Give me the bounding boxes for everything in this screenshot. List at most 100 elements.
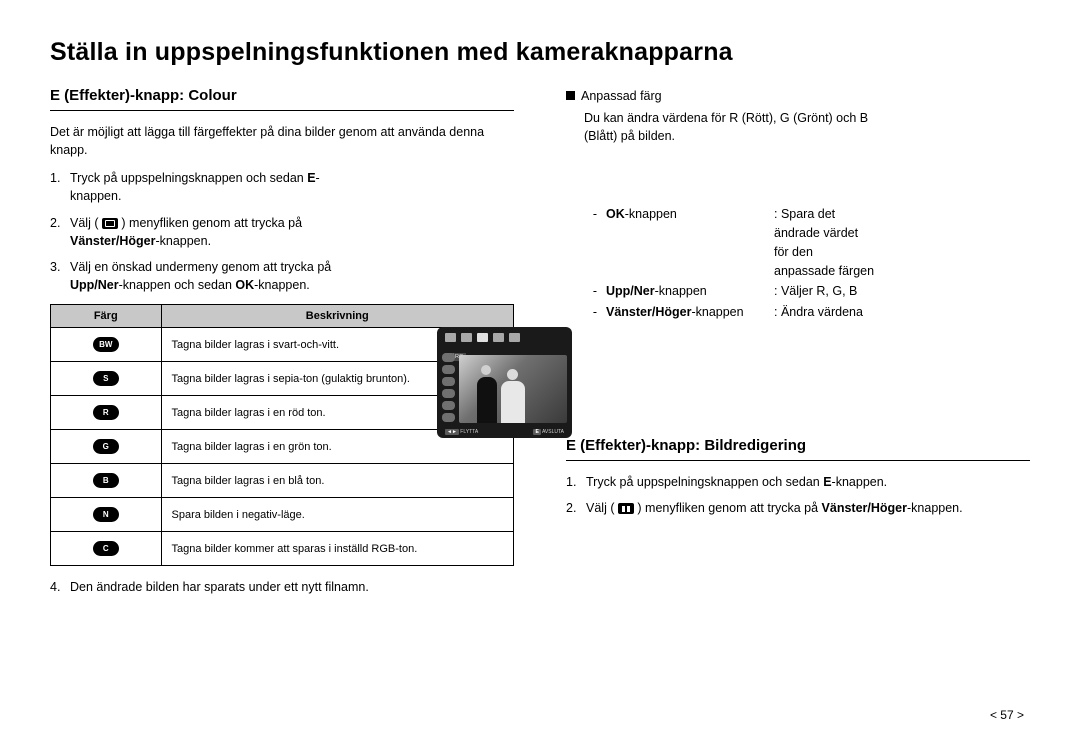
text-span: Tryck på uppspelningsknappen och sedan bbox=[586, 475, 823, 489]
content-columns: E (Effekter)-knapp: Colour Det är möjlig… bbox=[50, 87, 1030, 604]
desc: : Ändra värdena bbox=[774, 303, 876, 322]
text-span: -knappen och sedan bbox=[119, 278, 236, 292]
lcd-side-icon bbox=[442, 353, 455, 362]
bold-key: Vänster/Höger bbox=[70, 234, 155, 248]
text-span: -knappen. bbox=[254, 278, 310, 292]
edit-steps-list: 1. Tryck på uppspelningsknappen och seda… bbox=[566, 473, 1030, 517]
page-title: Ställa in uppspelningsfunktionen med kam… bbox=[50, 38, 1030, 67]
definition-row: - Vänster/Höger-knappen : Ändra värdena bbox=[584, 303, 876, 322]
table-row: N Spara bilden i negativ-läge. bbox=[51, 498, 513, 532]
section-heading-image-edit: E (Effekter)-knapp: Bildredigering bbox=[566, 437, 1030, 461]
lcd-key: ◄► bbox=[445, 429, 459, 435]
lcd-side-icon bbox=[442, 377, 455, 386]
step-text: Tryck på uppspelningsknappen och sedan E… bbox=[586, 473, 1030, 491]
lcd-tab-icon bbox=[509, 333, 520, 342]
dash: - bbox=[584, 205, 606, 280]
text-span: Tryck på uppspelningsknappen och sedan bbox=[70, 171, 307, 185]
lcd-header bbox=[441, 331, 568, 345]
colour-icon-red: R bbox=[93, 405, 119, 420]
step-4: 4. Den ändrade bilden har sparats under … bbox=[50, 578, 514, 596]
edit-tab-icon bbox=[618, 503, 634, 514]
text-span: Välj en önskad undermeny genom att tryck… bbox=[70, 260, 331, 274]
camera-lcd-colour: FÄRG ◄► FLYTTA E AVSLUTA bbox=[437, 327, 572, 438]
lcd-side-icon bbox=[442, 413, 455, 422]
table-header-description: Beskrivning bbox=[161, 305, 513, 328]
bold-key: E bbox=[307, 171, 315, 185]
lcd-preview-image bbox=[459, 355, 567, 423]
definition-row: - Upp/Ner-knappen : Väljer R, G, B bbox=[584, 282, 876, 301]
step-text: Välj ( ) menyfliken genom att trycka på … bbox=[70, 214, 370, 250]
lcd-side-icon bbox=[442, 365, 455, 374]
lcd-footer-text: AVSLUTA bbox=[542, 429, 564, 435]
step-number: 4. bbox=[50, 578, 70, 596]
lcd-footer: ◄► FLYTTA E AVSLUTA bbox=[441, 429, 568, 435]
bold-key: Upp/Ner bbox=[606, 284, 655, 298]
figure-head bbox=[481, 365, 491, 375]
text-span: -knappen. bbox=[832, 475, 888, 489]
bold-key: E bbox=[823, 475, 831, 489]
figure-body bbox=[501, 381, 525, 423]
step-number: 2. bbox=[50, 214, 70, 250]
step-2: 2. Välj ( ) menyfliken genom att trycka … bbox=[566, 499, 1030, 517]
colour-icon-custom: C bbox=[93, 541, 119, 556]
lcd-tab-icon bbox=[461, 333, 472, 342]
lcd-tab-icon bbox=[477, 333, 488, 342]
bold-key: OK bbox=[606, 207, 625, 221]
step-text: Den ändrade bilden har sparats under ett… bbox=[70, 578, 514, 596]
text-span: ) menyfliken genom att trycka på bbox=[118, 216, 302, 230]
definition-row: - OK-knappen : Spara det ändrade värdet … bbox=[584, 205, 876, 280]
section-heading-colour: E (Effekter)-knapp: Colour bbox=[50, 87, 514, 111]
figure-body bbox=[477, 377, 497, 423]
dash: - bbox=[584, 282, 606, 301]
step-1: 1. Tryck på uppspelningsknappen och seda… bbox=[50, 169, 370, 205]
text-span: Välj ( bbox=[586, 501, 618, 515]
button-definitions: - OK-knappen : Spara det ändrade värdet … bbox=[566, 205, 876, 322]
text-span: Välj ( bbox=[70, 216, 102, 230]
left-column: E (Effekter)-knapp: Colour Det är möjlig… bbox=[50, 87, 514, 604]
text-span: -knappen bbox=[625, 207, 677, 221]
step-1: 1. Tryck på uppspelningsknappen och seda… bbox=[566, 473, 1030, 491]
text-span: -knappen. bbox=[907, 501, 963, 515]
step-number: 1. bbox=[50, 169, 70, 205]
colour-icon-blue: B bbox=[93, 473, 119, 488]
term: OK-knappen bbox=[606, 205, 774, 280]
colour-description: Tagna bilder lagras i en blå ton. bbox=[161, 464, 513, 498]
desc: : Spara det ändrade värdet för den anpas… bbox=[774, 205, 876, 280]
step-text: Tryck på uppspelningsknappen och sedan E… bbox=[70, 169, 370, 205]
bold-key: Upp/Ner bbox=[70, 278, 119, 292]
colour-description: Tagna bilder kommer att sparas i inställ… bbox=[161, 532, 513, 566]
text-span: -knappen bbox=[691, 305, 743, 319]
steps-list: 1. Tryck på uppspelningsknappen och seda… bbox=[50, 169, 370, 294]
table-row: C Tagna bilder kommer att sparas i instä… bbox=[51, 532, 513, 566]
text-span: -knappen. bbox=[155, 234, 211, 248]
step-2: 2. Välj ( ) menyfliken genom att trycka … bbox=[50, 214, 370, 250]
palette-icon bbox=[102, 218, 118, 229]
steps-list-continued: 4. Den ändrade bilden har sparats under … bbox=[50, 578, 514, 596]
term: Vänster/Höger-knappen bbox=[606, 303, 774, 322]
dash: - bbox=[584, 303, 606, 322]
text-span: ) menyfliken genom att trycka på bbox=[634, 501, 822, 515]
step-number: 1. bbox=[566, 473, 586, 491]
page-number: < 57 > bbox=[990, 708, 1024, 722]
step-number: 2. bbox=[566, 499, 586, 517]
lcd-tab-icon bbox=[445, 333, 456, 342]
term: Upp/Ner-knappen bbox=[606, 282, 774, 301]
bold-key: OK bbox=[235, 278, 254, 292]
right-column: Anpassad färg Du kan ändra värdena för R… bbox=[566, 87, 1030, 604]
lcd-key: E bbox=[533, 429, 540, 435]
figure-head bbox=[507, 369, 518, 380]
step-text: Välj ( ) menyfliken genom att trycka på … bbox=[586, 499, 1030, 517]
colour-icon-bw: BW bbox=[93, 337, 119, 352]
custom-colour-heading: Anpassad färg bbox=[566, 87, 876, 105]
heading-text: Anpassad färg bbox=[581, 89, 662, 103]
bold-key: Vänster/Höger bbox=[822, 501, 907, 515]
text-span: -knappen bbox=[655, 284, 707, 298]
square-bullet-icon bbox=[566, 91, 575, 100]
desc: : Väljer R, G, B bbox=[774, 282, 876, 301]
step-text: Välj en önskad undermeny genom att tryck… bbox=[70, 258, 370, 294]
lcd-tab-icon bbox=[493, 333, 504, 342]
table-header-colour: Färg bbox=[51, 305, 161, 328]
step-3: 3. Välj en önskad undermeny genom att tr… bbox=[50, 258, 370, 294]
bold-key: Vänster/Höger bbox=[606, 305, 691, 319]
colour-icon-sepia: S bbox=[93, 371, 119, 386]
